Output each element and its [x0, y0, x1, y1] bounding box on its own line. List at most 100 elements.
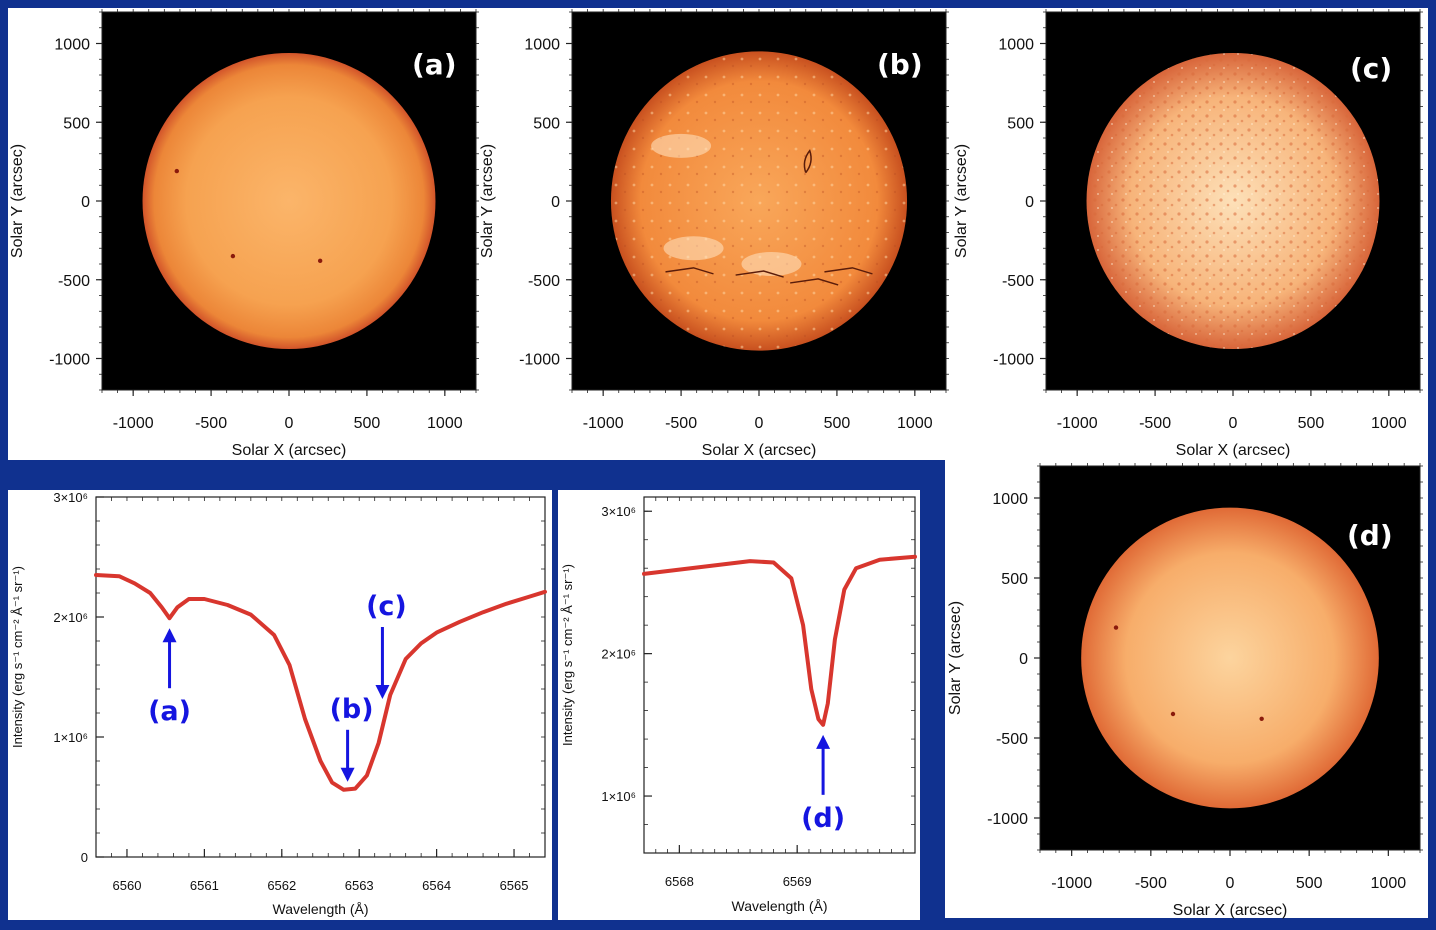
annotation-c: (c): [366, 591, 407, 699]
solar-image-layer: 1000 500 0 -500 -1000 -1000 -500 0 500 1000 Solar …: [9, 9, 1423, 919]
x-tick-label: 500: [1298, 415, 1325, 432]
solar-image-c: 1000 500 0 -500 -1000 -1000 -500 0 500 1000 Solar …: [953, 9, 1423, 459]
x-tick-label: 0: [1229, 415, 1238, 432]
y-tick-label: 2×10⁶: [601, 647, 636, 662]
x-tick-label: 6560: [113, 878, 142, 893]
x-axis-title: Solar X (arcsec): [1173, 902, 1288, 919]
filament: [790, 278, 839, 286]
solar-image-a: 1000 500 0 -500 -1000 -1000 -500 0 500 1000 Solar …: [9, 9, 479, 459]
x-tick-label: 6565: [500, 878, 529, 893]
annotation-arrow-head: [340, 767, 355, 782]
x-tick-label: 500: [354, 415, 381, 432]
x-tick-label: -500: [1139, 415, 1171, 432]
y-tick-label: 1×10⁶: [53, 730, 88, 745]
x-tick-label: -500: [1135, 875, 1167, 892]
sunspot: [1259, 716, 1264, 721]
y-tick-label: 1×10⁶: [601, 789, 636, 804]
x-tick-label: -1000: [583, 415, 624, 432]
y-tick-label: 3×10⁶: [601, 504, 636, 519]
annotation-arrow-head: [162, 628, 177, 643]
x-tick-label: -500: [665, 415, 697, 432]
y-tick-label: 0: [1019, 651, 1028, 668]
x-tick-label: 0: [1226, 875, 1235, 892]
plot-frame: [95, 496, 546, 858]
spectrum-ca: 6568 6569 1×10⁶ 2×10⁶ 3×10⁶ Wavelength (Å) Int…: [560, 496, 917, 914]
x-tick-label: -1000: [1051, 875, 1092, 892]
solar-image-d: 1000 500 0 -500 -1000 -1000 -500 0 500 1000 Solar …: [947, 463, 1423, 919]
annotation-label: (c): [366, 591, 407, 622]
x-tick-label: 500: [1296, 875, 1323, 892]
solar-disk-a: [142, 52, 436, 350]
plage-region: [741, 252, 802, 276]
y-tick-label: 500: [63, 115, 90, 132]
y-tick-label: 500: [1007, 115, 1034, 132]
x-axis-title: Solar X (arcsec): [1176, 442, 1291, 459]
x-tick-label: 6563: [345, 878, 374, 893]
panel-tag-b: (b): [877, 48, 923, 81]
x-tick-label: 1000: [1371, 875, 1407, 892]
y-tick-label: -1000: [993, 352, 1034, 369]
x-tick-label: 1000: [427, 415, 463, 432]
y-axis-title: Solar Y (arcsec): [953, 144, 970, 258]
plage-region: [663, 236, 724, 261]
filament: [824, 267, 873, 275]
annotation-arrow-head: [816, 734, 831, 749]
panel-tag-a: (a): [412, 48, 457, 81]
x-tick-label: 6568: [665, 874, 694, 889]
y-tick-label: -500: [58, 273, 90, 290]
sunspot: [317, 258, 323, 264]
x-tick-label: 6561: [190, 878, 219, 893]
y-tick-label: -1000: [49, 352, 90, 369]
y-tick-label: -500: [528, 273, 560, 290]
x-axis-title: Wavelength (Å): [732, 898, 828, 914]
y-tick-label: -1000: [519, 352, 560, 369]
x-tick-label: -1000: [1057, 415, 1098, 432]
x-tick-label: 500: [824, 415, 851, 432]
x-axis-title: Solar X (arcsec): [232, 442, 347, 459]
x-axis-title: Wavelength (Å): [273, 901, 369, 917]
y-tick-label: 1000: [992, 491, 1028, 508]
annotation-b: (b): [330, 694, 374, 782]
y-tick-label: -500: [1002, 273, 1034, 290]
x-tick-label: -500: [195, 415, 227, 432]
panel-tag-d: (d): [1347, 519, 1393, 552]
y-axis-title: Intensity (erg s⁻¹ cm⁻² Å⁻¹ sr⁻¹): [560, 564, 575, 746]
y-axis-title: Solar Y (arcsec): [947, 601, 964, 715]
sunspot: [1170, 711, 1176, 717]
y-tick-label: 0: [81, 194, 90, 211]
sunspot: [230, 253, 236, 259]
x-tick-label: 0: [285, 415, 294, 432]
annotation-a: (a): [148, 628, 191, 727]
y-tick-label: 3×10⁶: [53, 490, 88, 505]
x-tick-label: 6562: [267, 878, 296, 893]
y-tick-label: 0: [81, 850, 88, 865]
y-tick-label: 2×10⁶: [53, 610, 88, 625]
x-tick-label: 1000: [1371, 415, 1407, 432]
annotation-label: (b): [330, 694, 374, 725]
solar-image-b: 1000 500 0 -500 -1000 -1000 -500 0 500 1000 Solar …: [479, 9, 949, 459]
y-axis-title: Intensity (erg s⁻¹ cm⁻² Å⁻¹ sr⁻¹): [10, 566, 25, 748]
solar-texture-c: [1086, 52, 1380, 350]
annotation-label: (a): [148, 696, 191, 727]
y-tick-label: 0: [1025, 194, 1034, 211]
annotation-d: (d): [801, 734, 845, 834]
x-tick-label: 6569: [783, 874, 812, 889]
spectrum-line: [642, 554, 917, 727]
x-tick-label: -1000: [113, 415, 154, 432]
spectrum-layer: 6560 6561 6562 6563 6564 6565 0 1×10⁶ 2×10⁶ 3×10⁶…: [10, 490, 917, 917]
y-tick-label: 1000: [54, 37, 90, 54]
filament: [803, 149, 812, 174]
y-tick-label: 0: [551, 194, 560, 211]
plage-region: [651, 133, 712, 158]
y-axis-title: Solar Y (arcsec): [479, 144, 496, 258]
solar-texture-b: [610, 51, 908, 351]
y-axis-title: Solar Y (arcsec): [9, 144, 26, 258]
filament: [665, 267, 714, 275]
panel-tag-c: (c): [1350, 52, 1392, 85]
y-tick-label: 1000: [524, 37, 560, 54]
x-tick-label: 6564: [422, 878, 451, 893]
solar-disk-d: [1081, 507, 1379, 809]
filament: [735, 270, 784, 278]
plot-frame: [643, 496, 916, 854]
